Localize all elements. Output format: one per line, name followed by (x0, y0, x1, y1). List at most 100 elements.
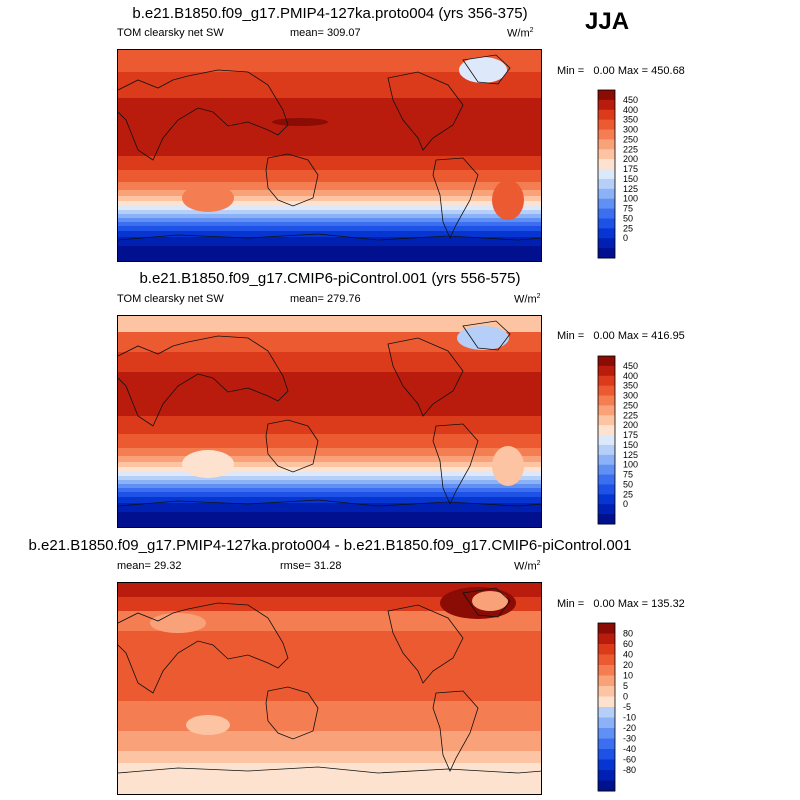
colorbar-swatch (598, 218, 615, 229)
colorbar-tick-label: -20 (623, 723, 636, 733)
colorbar-frame (597, 622, 616, 792)
colorbar-swatch (598, 454, 615, 466)
colorbar-tick-label: 0 (623, 499, 628, 509)
colorbar-swatch (598, 514, 615, 525)
colorbar-swatch (598, 248, 615, 259)
colorbar-swatch (598, 228, 615, 239)
colorbar-tick-label: 150 (623, 174, 638, 184)
panel-title: b.e21.B1850.f09_g17.PMIP4-127ka.proto004… (28, 537, 632, 554)
colorbar-swatch (598, 633, 615, 645)
colorbar-tick-label: -80 (623, 765, 636, 775)
coastlines (118, 587, 541, 774)
colorbar-tick-label: 100 (623, 194, 638, 204)
colorbar-tick-label: 150 (623, 440, 638, 450)
colorbar-frame (597, 89, 616, 259)
mean-label: mean= 279.76 (290, 293, 361, 305)
colorbar-swatch (598, 198, 615, 210)
colorbar-swatch (598, 665, 615, 676)
colorbar-swatch (598, 405, 615, 416)
colorbar-swatch (598, 149, 615, 160)
colorbar-swatch (598, 654, 615, 666)
colorbar-swatch (598, 738, 615, 750)
units-label: W/m2 (507, 27, 534, 40)
colorbar-tick-label: 225 (623, 144, 638, 154)
colorbar-swatch (598, 464, 615, 476)
colorbar-swatch (598, 208, 615, 219)
variable-label: TOM clearsky net SW (117, 293, 224, 305)
colorbar-swatch (598, 425, 615, 436)
colorbar-tick-label: 0 (623, 692, 628, 702)
colorbar-tick-label: 50 (623, 213, 633, 223)
colorbar-tick-label: 350 (623, 115, 638, 125)
colorbar-frame (597, 355, 616, 525)
colorbar-tick-label: 50 (623, 479, 633, 489)
colorbar-swatch (598, 188, 615, 200)
colorbar-tick-label: 125 (623, 184, 638, 194)
colorbar-swatch (598, 623, 615, 634)
colorbar-swatch (598, 686, 615, 697)
colorbar-swatch (598, 717, 615, 729)
coastlines (118, 54, 541, 241)
colorbar-tick-label: 200 (623, 154, 638, 164)
colorbar-swatch (598, 159, 615, 170)
colorbar-tick-label: 100 (623, 460, 638, 470)
map-plot (117, 582, 542, 795)
colorbar-tick-label: 250 (623, 134, 638, 144)
colorbar-swatch (598, 90, 615, 101)
rmse-label: rmse= 31.28 (280, 560, 342, 572)
colorbar-swatch (598, 444, 615, 456)
colorbar-swatch (598, 770, 615, 781)
colorbar-swatch (598, 707, 615, 718)
colorbar-swatch (598, 728, 615, 739)
mean-label: mean= 29.32 (117, 560, 182, 572)
colorbar-tick-label: -60 (623, 755, 636, 765)
colorbar-swatch (598, 759, 615, 771)
panel-title: b.e21.B1850.f09_g17.CMIP6-piControl.001 … (139, 270, 521, 287)
min-max-label: Min = 0.00 Max = 450.68 (557, 65, 685, 77)
colorbar: 80 60 40 20 10 5 0 -5 -10 -20 -30 -40 -60 -80 (597, 622, 658, 792)
colorbar-swatch (598, 99, 615, 111)
colorbar-swatch (598, 375, 615, 387)
colorbar-tick-label: 400 (623, 371, 638, 381)
variable-label: TOM clearsky net SW (117, 27, 224, 39)
colorbar-tick-label: 60 (623, 639, 633, 649)
colorbar-swatch (598, 169, 615, 180)
colorbar-swatch (598, 119, 615, 131)
colorbar-tick-label: 25 (623, 489, 633, 499)
colorbar-tick-label: 0 (623, 233, 628, 243)
colorbar-swatch (598, 696, 615, 708)
colorbar-tick-label: 450 (623, 95, 638, 105)
colorbar-tick-label: -10 (623, 713, 636, 723)
colorbar-swatch (598, 644, 615, 655)
season-label: JJA (585, 8, 630, 35)
coastlines (118, 320, 541, 507)
colorbar-tick-label: 250 (623, 400, 638, 410)
min-max-label: Min = 0.00 Max = 416.95 (557, 330, 685, 342)
colorbar-tick-label: -30 (623, 734, 636, 744)
colorbar-tick-label: 40 (623, 650, 633, 660)
colorbar-tick-label: 450 (623, 361, 638, 371)
colorbar-tick-label: -5 (623, 702, 631, 712)
colorbar-tick-label: 350 (623, 381, 638, 391)
map-plot (117, 315, 542, 528)
colorbar-tick-label: 175 (623, 430, 638, 440)
colorbar-tick-label: 400 (623, 105, 638, 115)
colorbar-tick-label: 300 (623, 391, 638, 401)
colorbar-swatch (598, 109, 615, 121)
colorbar-tick-label: 125 (623, 450, 638, 460)
colorbar-swatch (598, 395, 615, 406)
colorbar-tick-label: 5 (623, 681, 628, 691)
panel-title: b.e21.B1850.f09_g17.PMIP4-127ka.proto004… (132, 5, 528, 22)
colorbar-swatch (598, 385, 615, 397)
units-label: W/m2 (514, 560, 541, 573)
colorbar-tick-label: 225 (623, 410, 638, 420)
colorbar-swatch (598, 435, 615, 446)
colorbar-swatch (598, 415, 615, 426)
colorbar-tick-label: 75 (623, 204, 633, 214)
colorbar-tick-label: -40 (623, 744, 636, 754)
contour-bands (118, 583, 541, 794)
colorbar-swatch (598, 129, 615, 140)
colorbar-swatch (598, 238, 615, 249)
